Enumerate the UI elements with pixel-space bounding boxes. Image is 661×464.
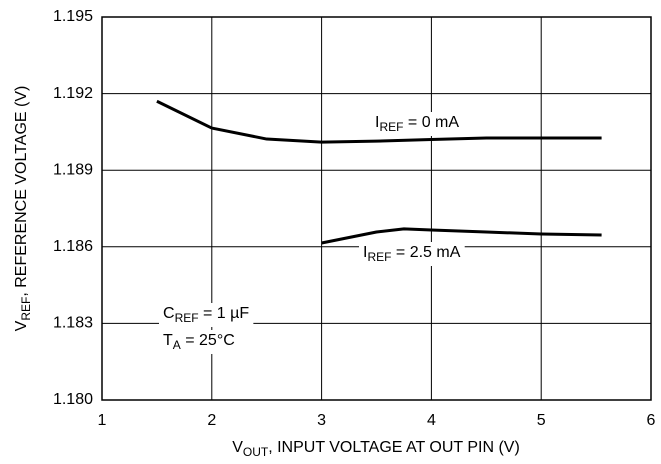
y-tick-label: 1.183 xyxy=(53,315,93,332)
text-part: C xyxy=(163,305,175,322)
x-tick-label: 3 xyxy=(317,412,326,429)
x-tick-label: 2 xyxy=(207,412,216,429)
label-background xyxy=(359,242,465,266)
label-background xyxy=(159,330,239,354)
plot-frame xyxy=(101,16,652,401)
y-tick-label: 1.180 xyxy=(53,391,93,408)
text-part: V xyxy=(13,320,30,331)
subscript: REF xyxy=(367,250,391,264)
annotation-group: IREF = 2.5 mA xyxy=(359,242,465,266)
subscript: REF xyxy=(379,120,403,134)
annotation-group: CREF = 1 µF xyxy=(159,303,254,327)
y-tick-label: 1.186 xyxy=(53,238,93,255)
text-part: , REFERENCE VOLTAGE (V) xyxy=(13,86,30,297)
text-part: I xyxy=(375,114,379,131)
text-part: , INPUT VOLTAGE AT OUT PIN (V) xyxy=(268,439,520,456)
annotation-group: TA = 25°C xyxy=(159,330,239,354)
text-part: V xyxy=(232,439,243,456)
text-part: = 25°C xyxy=(181,332,235,349)
text-part: = 2.5 mA xyxy=(391,244,460,261)
annotation: IREF = 0 mA xyxy=(375,114,459,134)
x-tick-label: 1 xyxy=(98,412,107,429)
y-tick-label: 1.195 xyxy=(53,8,93,25)
subscript: OUT xyxy=(243,445,269,459)
y-tick-label: 1.192 xyxy=(53,85,93,102)
x-tick-label: 5 xyxy=(537,412,546,429)
series-line xyxy=(156,99,602,144)
annotation: IREF = 2.5 mA xyxy=(363,244,461,264)
text-part: I xyxy=(363,244,367,261)
text-part: = 1 µF xyxy=(199,305,250,322)
annotation: TA = 25°C xyxy=(163,332,235,352)
y-axis-label: VREF, REFERENCE VOLTAGE (V) xyxy=(13,86,33,332)
text-part: T xyxy=(163,332,173,349)
x-axis-label-group: VOUT, INPUT VOLTAGE AT OUT PIN (V) xyxy=(232,439,520,459)
y-axis-label-group: VREF, REFERENCE VOLTAGE (V) xyxy=(13,86,33,332)
annotation: CREF = 1 µF xyxy=(163,305,249,325)
x-axis-label: VOUT, INPUT VOLTAGE AT OUT PIN (V) xyxy=(232,439,520,459)
subscript: A xyxy=(173,338,181,352)
y-tick-label: 1.189 xyxy=(53,161,93,178)
series-line xyxy=(321,227,602,245)
x-tick-label: 4 xyxy=(427,412,436,429)
label-background xyxy=(159,303,254,327)
label-background xyxy=(371,112,464,136)
subscript: REF xyxy=(175,311,199,325)
x-tick-label: 6 xyxy=(647,412,656,429)
text-part: = 0 mA xyxy=(403,114,459,131)
annotation-group: IREF = 0 mA xyxy=(371,112,464,136)
subscript: REF xyxy=(19,297,33,321)
